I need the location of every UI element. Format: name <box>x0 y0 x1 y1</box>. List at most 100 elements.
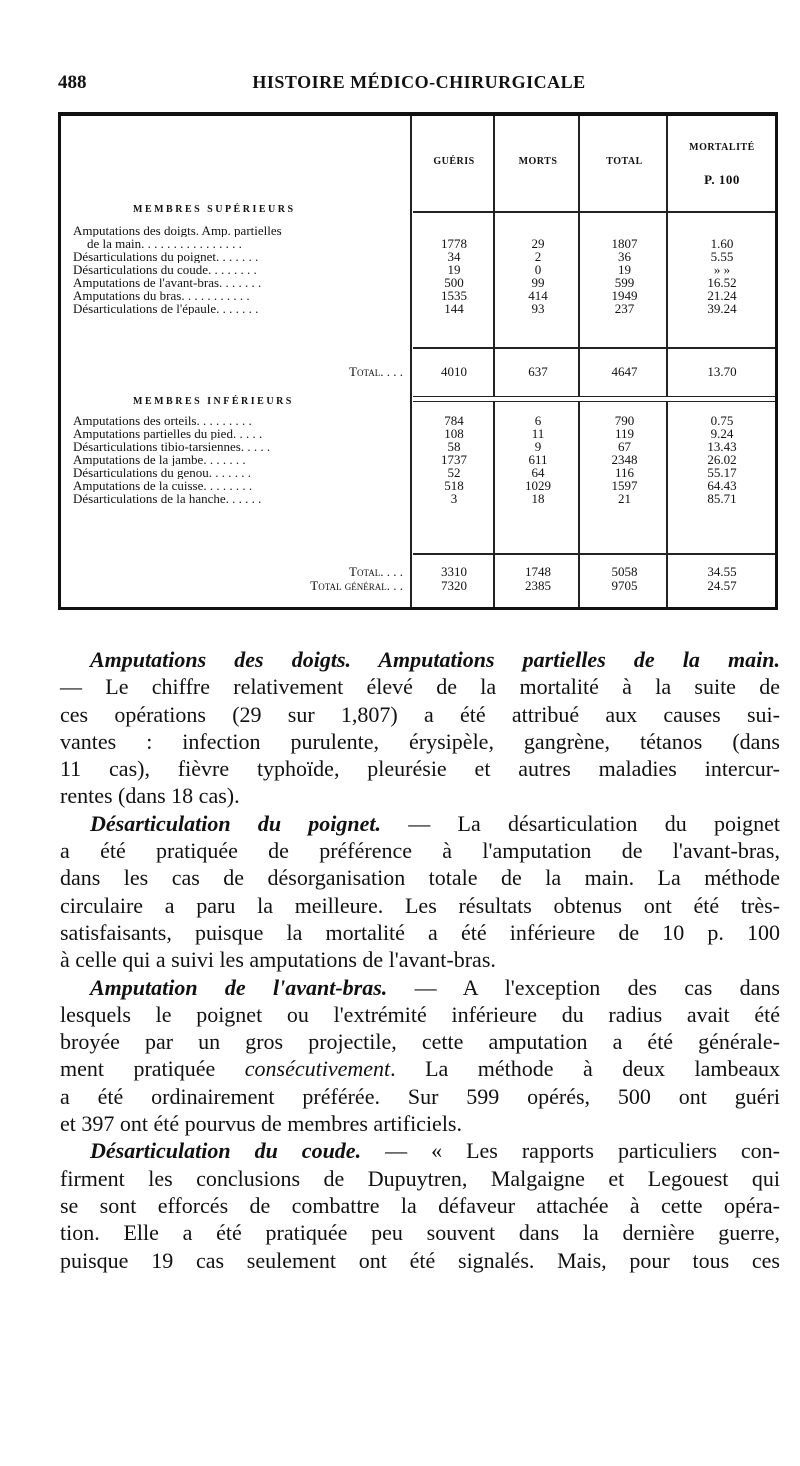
mortality-percent: 34.55 <box>707 564 737 579</box>
total-count: 1597 <box>611 478 638 493</box>
deaths-count: 64 <box>531 465 545 480</box>
deaths-count: 9 <box>534 439 542 454</box>
text-run: rentes (dans 18 cas). <box>60 783 240 809</box>
cured-count: 7320 <box>441 578 467 593</box>
mortality-percent: 13.70 <box>707 364 737 379</box>
text-line: lesquels le poignet ou l'extrémité infér… <box>60 1001 780 1028</box>
text-line: se sont efforcés de combattre la défaveu… <box>60 1192 780 1219</box>
total-row: Total. . . . 4010 637 4647 13.70 <box>61 365 775 378</box>
table-row: Désarticulations du poignet. . . . . . .… <box>61 250 775 263</box>
row-label: Amputations des orteils. . . . . . . . . <box>73 414 252 427</box>
column-divider <box>410 116 412 607</box>
column-divider <box>666 116 668 607</box>
deaths-count: 29 <box>531 236 545 251</box>
total-row: Total général. . . 7320 2385 9705 24.57 <box>61 579 775 592</box>
cured-count: 1535 <box>441 288 467 303</box>
text-run: — La désarticulation du poignet <box>381 810 780 836</box>
running-title: HISTOIRE MÉDICO-CHIRURGICALE <box>252 72 586 92</box>
cured-count: 3310 <box>441 564 467 579</box>
amputation-table: GUÉRIS MORTS TOTAL MORTALITÉ P. 100 MEMB… <box>58 112 778 610</box>
header-rule <box>413 211 775 213</box>
page-number: 488 <box>58 72 87 93</box>
mortality-percent: 13.43 <box>707 439 737 454</box>
text-run: — « Les rapports particuliers con- <box>361 1138 780 1164</box>
mortality-percent: 0.75 <box>710 413 734 428</box>
total-count: 67 <box>618 439 631 454</box>
text-run: — Le chiffre relativement élevé de la mo… <box>60 674 780 700</box>
mortality-percent: 85.71 <box>707 491 737 506</box>
text-line: à celle qui a suivi les amputations de l… <box>60 946 780 973</box>
text-run: broyée par un gros projectile, cette amp… <box>60 1029 780 1055</box>
text-run: puisque 19 cas seulement ont été signalé… <box>60 1247 780 1273</box>
cured-count: 144 <box>444 301 464 316</box>
total-count: 116 <box>614 465 635 480</box>
text-run: tion. Elle a été pratiquée peu souvent d… <box>60 1220 780 1246</box>
column-divider <box>578 116 580 607</box>
row-label: de la main. . . . . . . . . . . . . . . … <box>87 237 242 250</box>
section-heading: Désarticulation du poignet. <box>90 810 382 836</box>
text-line: 11 cas), fièvre typhoïde, pleurésie et a… <box>60 755 780 782</box>
deaths-count: 2385 <box>525 578 551 593</box>
total-count: 21 <box>618 491 631 506</box>
subtotal-rule <box>413 553 775 555</box>
deaths-count: 1029 <box>525 478 551 493</box>
cured-count: 784 <box>444 413 464 428</box>
deaths-count: 0 <box>534 262 542 277</box>
section-heading: Amputations des doigts. Amputations part… <box>90 647 780 672</box>
text-run: satisfaisants, puisque la mortalité a ét… <box>60 919 780 945</box>
table-row: Désarticulations du genou. . . . . . . 52… <box>61 466 775 479</box>
mortality-percent: 24.57 <box>707 578 737 593</box>
col-morts: MORTS <box>518 156 558 167</box>
table-row: Désarticulations tibio-tarsiennes. . . .… <box>61 440 775 453</box>
mortality-percent: 1.60 <box>710 236 734 251</box>
row-label-line: Amputations des doigts. Amp. partielles <box>61 224 775 237</box>
cured-count: 1737 <box>441 452 467 467</box>
deaths-count: 611 <box>528 452 548 467</box>
total-count: 1807 <box>611 236 638 251</box>
text-line: firment les conclusions de Dupuytren, Ma… <box>60 1165 780 1192</box>
mortality-percent: 39.24 <box>707 301 737 316</box>
mortality-percent: 9.24 <box>710 426 734 441</box>
total-count: 36 <box>618 249 631 264</box>
table-row: Amputations du bras. . . . . . . . . . .… <box>61 289 775 302</box>
row-label: Amputations de l'avant-bras. . . . . . . <box>73 276 262 289</box>
text-run: ces opérations (29 sur 1,807) a été attr… <box>60 701 780 727</box>
row-label: Désarticulations du poignet. . . . . . . <box>73 250 259 263</box>
deaths-count: 11 <box>531 426 545 441</box>
deaths-count: 637 <box>528 364 548 379</box>
cured-count: 1778 <box>441 236 467 251</box>
text-line: circulaire a paru la meilleure. Les résu… <box>60 892 780 919</box>
text-line: Amputations des doigts. Amputations part… <box>60 646 780 673</box>
deaths-count: 1748 <box>525 564 551 579</box>
row-label: Désarticulations de l'épaule. . . . . . … <box>73 302 259 315</box>
text-run: dans les cas de désorganisation totale d… <box>60 865 780 891</box>
text-line: vantes : infection purulente, érysipèle,… <box>60 728 780 755</box>
col-p100: P. 100 <box>704 172 740 187</box>
text-line: ment pratiquée consécutivement. La métho… <box>60 1055 780 1082</box>
row-label: Amputations partielles du pied. . . . . <box>73 427 263 440</box>
table-row: Amputations partielles du pied. . . . . 1… <box>61 427 775 440</box>
row-label: Désarticulations du genou. . . . . . . <box>73 466 251 479</box>
text-line: a été ordinairement préférée. Sur 599 op… <box>60 1083 780 1110</box>
deaths-count: 93 <box>531 301 545 316</box>
row-label: Total général. . . <box>310 579 403 592</box>
deaths-count: 2 <box>534 249 542 264</box>
cured-count: 500 <box>444 275 464 290</box>
col-gueris: GUÉRIS <box>433 156 475 167</box>
mortality-percent: 26.02 <box>707 452 737 467</box>
text-line: puisque 19 cas seulement ont été signalé… <box>60 1247 780 1274</box>
text-line: Désarticulation du poignet. — La désarti… <box>60 810 780 837</box>
cured-count: 58 <box>447 439 461 454</box>
total-count: 790 <box>614 413 635 428</box>
row-label: Total. . . . <box>349 365 403 378</box>
text-line: a été pratiquée de préférence à l'amputa… <box>60 837 780 864</box>
cured-count: 518 <box>444 478 464 493</box>
table-row: de la main. . . . . . . . . . . . . . . … <box>61 237 775 250</box>
total-count: 19 <box>618 262 631 277</box>
text-run: se sont efforcés de combattre la défaveu… <box>60 1192 780 1218</box>
body-text: Amputations des doigts. Amputations part… <box>60 646 780 1274</box>
text-line: Amputation de l'avant-bras. — A l'except… <box>60 974 780 1001</box>
row-label: Désarticulations de la hanche. . . . . . <box>73 492 262 505</box>
emphasis: consécutivement <box>244 1056 391 1082</box>
text-line: ces opérations (29 sur 1,807) a été attr… <box>60 701 780 728</box>
